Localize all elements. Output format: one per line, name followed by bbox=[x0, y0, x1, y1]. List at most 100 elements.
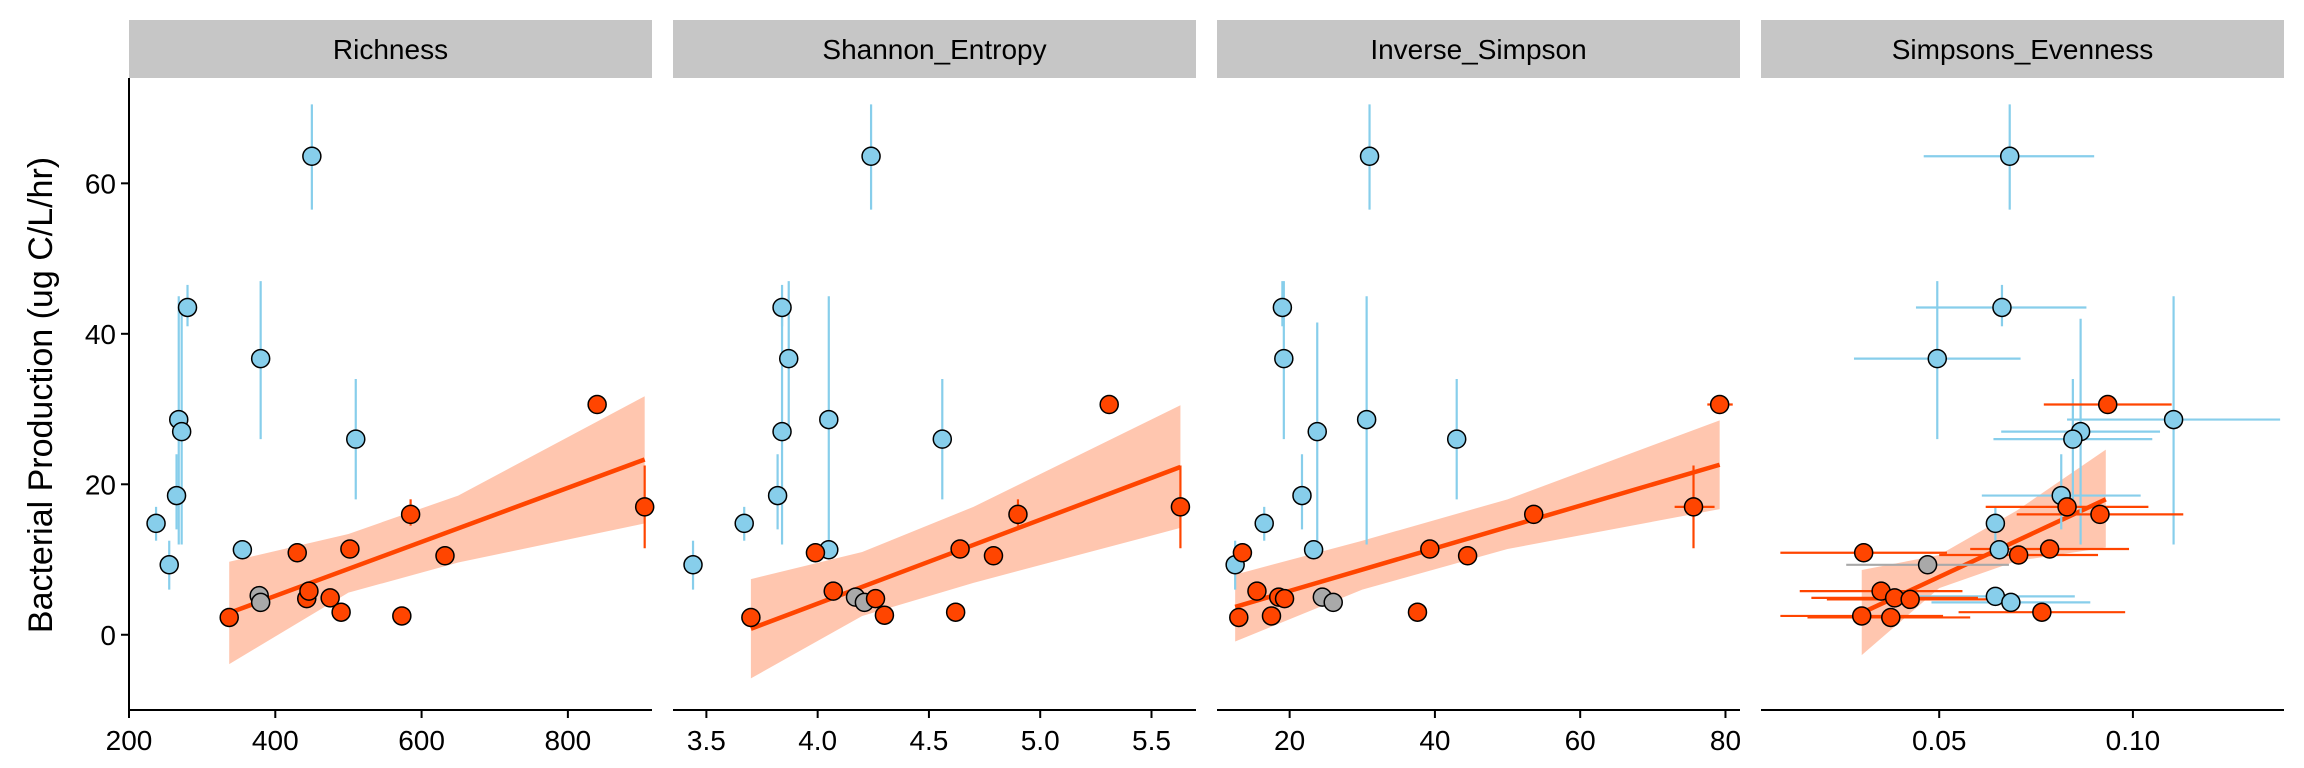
data-point-blue bbox=[772, 421, 792, 442]
data-point-orange bbox=[2057, 497, 2077, 517]
data-point-orange bbox=[1008, 504, 1028, 525]
data-point-orange bbox=[331, 602, 351, 622]
x-tick-label: 800 bbox=[545, 725, 592, 756]
y-tick-label: 20 bbox=[85, 469, 116, 500]
data-point-blue bbox=[302, 146, 322, 166]
data-point-orange bbox=[299, 581, 319, 601]
x-tick-label: 400 bbox=[252, 725, 299, 756]
data-point-orange bbox=[950, 539, 970, 559]
facet-strip bbox=[1761, 20, 2284, 78]
x-tick-label: 5.0 bbox=[1021, 725, 1060, 756]
data-point-blue bbox=[1272, 297, 1293, 318]
x-tick-label: 60 bbox=[1565, 725, 1596, 756]
data-point-orange bbox=[805, 543, 826, 563]
data-point-orange bbox=[1407, 602, 1428, 622]
x-tick-label: 4.5 bbox=[909, 725, 948, 756]
data-point-blue bbox=[734, 513, 754, 534]
y-tick-label: 40 bbox=[85, 319, 116, 350]
data-point-blue bbox=[819, 409, 839, 430]
x-tick-label: 200 bbox=[106, 725, 153, 756]
data-point-orange bbox=[1457, 546, 1478, 566]
data-point-orange bbox=[945, 602, 966, 622]
data-point-blue bbox=[1999, 146, 2020, 166]
confidence-band bbox=[229, 396, 645, 665]
data-point-blue bbox=[1274, 348, 1294, 369]
data-point-orange bbox=[874, 605, 895, 625]
panel-simpsons-evenness: Simpsons_Evenness 0.05 0.10 bbox=[1761, 20, 2284, 756]
regression-line bbox=[1234, 462, 1721, 610]
data-point-orange bbox=[400, 504, 421, 525]
x-tick-label: 4.0 bbox=[798, 725, 837, 756]
data-point-blue bbox=[1307, 421, 1327, 442]
data-point-orange bbox=[435, 546, 455, 566]
facet-strip bbox=[1217, 20, 1740, 78]
data-point-orange bbox=[983, 546, 1004, 566]
facet-strip-label: Shannon_Entropy bbox=[822, 34, 1046, 65]
data-point-orange bbox=[741, 607, 761, 628]
x-tick-label: 0.10 bbox=[2106, 725, 2161, 756]
data-point-orange bbox=[587, 394, 607, 415]
panel-shannon-entropy: Shannon_Entropy 3.5 4.0 4.5 5.0 5.5 bbox=[673, 20, 1196, 756]
data-point-blue bbox=[346, 429, 366, 449]
data-point-blue bbox=[1446, 429, 1467, 449]
y-tick-label: 0 bbox=[100, 620, 116, 651]
chart-panels: Richness 200 400 600 800 Shannon_Entropy 3.5 4.… bbox=[106, 20, 2284, 756]
x-tick-label: 600 bbox=[398, 725, 445, 756]
data-point-blue bbox=[250, 348, 271, 369]
data-point-blue bbox=[932, 429, 953, 449]
confidence-band bbox=[1861, 449, 2106, 656]
data-point-grey bbox=[250, 592, 271, 613]
panel-richness: Richness 200 400 600 800 bbox=[106, 20, 655, 756]
data-point-blue bbox=[1292, 485, 1312, 506]
data-point-blue bbox=[683, 555, 703, 575]
data-point-blue bbox=[1985, 513, 2006, 534]
data-point-orange bbox=[219, 607, 239, 628]
data-point-orange bbox=[1261, 606, 1282, 626]
data-point-blue bbox=[1992, 297, 2012, 318]
data-point-blue bbox=[1356, 409, 1377, 430]
data-point-orange bbox=[1170, 497, 1191, 517]
data-point-orange bbox=[2090, 504, 2110, 525]
data-point-blue bbox=[177, 297, 198, 318]
facet-strip-label: Inverse_Simpson bbox=[1370, 34, 1586, 65]
data-point-blue bbox=[1989, 539, 2010, 560]
data-point-orange bbox=[1709, 394, 1730, 415]
y-tick-label: 60 bbox=[85, 168, 116, 199]
data-point-orange bbox=[1851, 606, 1872, 626]
data-point-blue bbox=[2163, 409, 2184, 430]
data-point-orange bbox=[1900, 589, 1920, 610]
data-point-blue bbox=[166, 485, 187, 506]
data-point-blue bbox=[159, 555, 179, 575]
data-point-orange bbox=[634, 497, 655, 517]
data-point-orange bbox=[1881, 607, 1901, 628]
data-point-orange bbox=[823, 581, 843, 601]
facet-strip bbox=[673, 20, 1196, 78]
data-point-blue bbox=[861, 146, 881, 166]
data-point-grey bbox=[1323, 592, 1343, 613]
data-point-orange bbox=[1853, 543, 1874, 563]
data-point-blue bbox=[1927, 348, 1948, 369]
data-point-blue bbox=[1303, 539, 1324, 560]
data-point-orange bbox=[1683, 497, 1704, 517]
data-point-blue bbox=[767, 485, 788, 506]
data-point-orange bbox=[2008, 545, 2029, 565]
data-point-blue bbox=[1254, 513, 1274, 534]
data-point-orange bbox=[1247, 581, 1267, 601]
facet-strip bbox=[129, 20, 652, 78]
regression-line bbox=[228, 457, 646, 616]
x-tick-label: 20 bbox=[1274, 725, 1305, 756]
data-point-blue bbox=[2063, 429, 2083, 449]
data-point-blue bbox=[2001, 592, 2021, 613]
data-point-orange bbox=[2032, 602, 2052, 622]
data-point-grey bbox=[1917, 555, 1938, 575]
data-point-blue bbox=[772, 297, 792, 318]
y-axis: 0 20 40 60 bbox=[85, 78, 130, 710]
data-point-orange bbox=[2039, 539, 2060, 559]
data-point-orange bbox=[320, 588, 340, 608]
data-point-blue bbox=[232, 539, 253, 560]
x-tick-label: 3.5 bbox=[687, 725, 726, 756]
facet-strip-label: Simpsons_Evenness bbox=[1892, 34, 2153, 65]
data-point-orange bbox=[2097, 394, 2118, 415]
data-point-blue bbox=[1359, 146, 1380, 166]
